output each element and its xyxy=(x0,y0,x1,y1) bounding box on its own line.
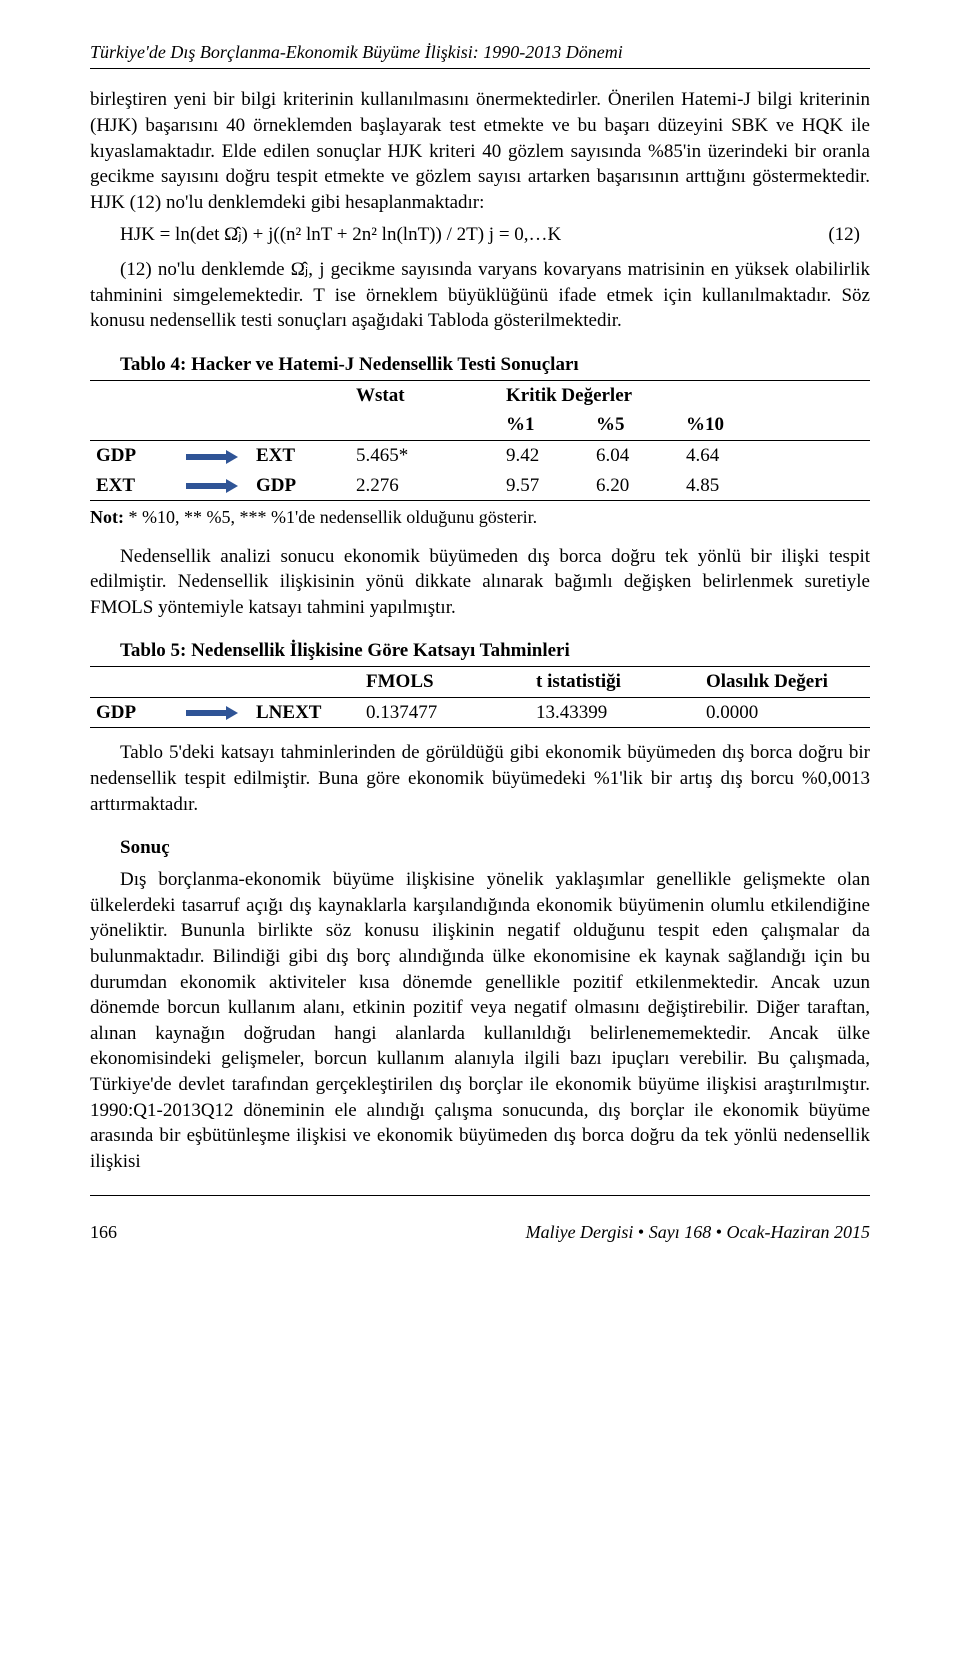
table4-r2-v1: 9.57 xyxy=(500,471,590,501)
page-footer: 166 Maliye Dergisi • Sayı 168 • Ocak-Haz… xyxy=(90,1220,870,1244)
arrow-icon xyxy=(180,440,250,470)
table4-col-kritik: Kritik Değerler xyxy=(500,380,870,410)
table5-col-p: Olasılık Değeri xyxy=(700,667,870,698)
table4-r1-v1: 9.42 xyxy=(500,440,590,470)
paragraph-5: Dış borçlanma-ekonomik büyüme ilişkisine… xyxy=(90,867,870,1175)
table4-title: Tablo 4: Hacker ve Hatemi-J Nedensellik … xyxy=(90,352,870,378)
table-4: Wstat Kritik Değerler %1 %5 %10 GDP EXT … xyxy=(90,380,870,502)
table4-col-p1: %1 xyxy=(500,410,590,440)
paragraph-1: birleştiren yeni bir bilgi kriterinin ku… xyxy=(90,87,870,215)
table5-col-fmols: FMOLS xyxy=(360,667,530,698)
table4-r1-v5: 6.04 xyxy=(590,440,680,470)
table4-r2-from: EXT xyxy=(90,471,180,501)
table5-r1-fmols: 0.137477 xyxy=(360,697,530,728)
table5-r1-t: 13.43399 xyxy=(530,697,700,728)
equation-number: (12) xyxy=(828,222,860,248)
equation-12: HJK = ln(det Ω̂ⱼ) + j((n² lnT + 2n² ln(l… xyxy=(120,222,561,248)
table4-col-p5: %5 xyxy=(590,410,680,440)
table5-r1-from: GDP xyxy=(90,697,180,728)
footer-journal-info: Maliye Dergisi • Sayı 168 • Ocak-Haziran… xyxy=(526,1220,870,1244)
table5-col-t: t istatistiği xyxy=(530,667,700,698)
table4-note: Not: Not: * %10, ** %5, *** %1'de nedens… xyxy=(90,505,870,529)
running-header: Türkiye'de Dış Borçlanma-Ekonomik Büyüme… xyxy=(90,40,870,64)
paragraph-4: Tablo 5'deki katsayı tahminlerinden de g… xyxy=(90,740,870,817)
arrow-icon xyxy=(180,697,250,728)
table4-r2-v10: 4.85 xyxy=(680,471,870,501)
table4-r2-to: GDP xyxy=(250,471,350,501)
table-5: FMOLS t istatistiği Olasılık Değeri GDP … xyxy=(90,666,870,728)
p2-symbol: Ω̂ⱼ xyxy=(291,259,308,280)
header-rule xyxy=(90,68,870,69)
table4-r1-v10: 4.64 xyxy=(680,440,870,470)
paragraph-2: (12) no'lu denklemde Ω̂ⱼ, j gecikme sayı… xyxy=(90,257,870,334)
paragraph-3: Nedensellik analizi sonucu ekonomik büyü… xyxy=(90,544,870,621)
arrow-icon xyxy=(180,471,250,501)
conclusion-heading: Sonuç xyxy=(90,835,870,861)
table4-r1-from: GDP xyxy=(90,440,180,470)
footer-rule xyxy=(90,1195,870,1196)
table5-r1-p: 0.0000 xyxy=(700,697,870,728)
equation-row: HJK = ln(det Ω̂ⱼ) + j((n² lnT + 2n² ln(l… xyxy=(120,222,870,248)
table4-r2-wstat: 2.276 xyxy=(350,471,500,501)
footer-journal: Maliye Dergisi xyxy=(526,1222,634,1242)
footer-date: Ocak-Haziran 2015 xyxy=(727,1222,870,1242)
table4-col-wstat: Wstat xyxy=(350,380,500,410)
p2-prefix: (12) no'lu denklemde xyxy=(120,259,291,280)
table5-r1-to: LNEXT xyxy=(250,697,360,728)
page-number: 166 xyxy=(90,1220,117,1244)
table4-r2-v5: 6.20 xyxy=(590,471,680,501)
footer-issue: Sayı 168 xyxy=(649,1222,712,1242)
table5-title: Tablo 5: Nedensellik İlişkisine Göre Kat… xyxy=(90,638,870,664)
table4-r1-to: EXT xyxy=(250,440,350,470)
table4-col-p10: %10 xyxy=(680,410,870,440)
table4-r1-wstat: 5.465* xyxy=(350,440,500,470)
